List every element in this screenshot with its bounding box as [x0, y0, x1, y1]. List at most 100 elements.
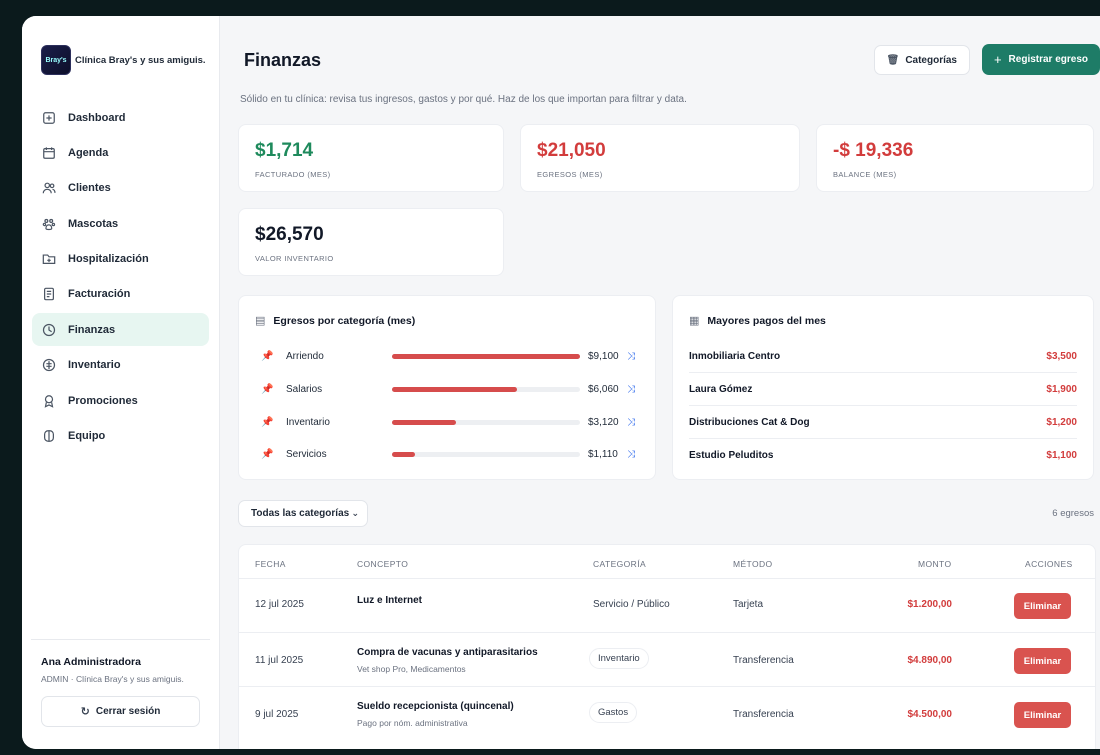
sidebar-item-facturacion[interactable]: Facturación [32, 278, 209, 311]
sidebar-nav: Dashboard Agenda Clientes Mascotas Hospi… [22, 101, 219, 453]
trend-icon: ⤨ [627, 383, 635, 395]
document-icon: ▤ [255, 315, 266, 327]
kpi-value: $1,714 [255, 140, 314, 161]
top-payments-panel: ▦ Mayores pagos del mes Inmobiliaria Cen… [672, 295, 1094, 480]
column-header-categoria[interactable]: CATEGORÍA [593, 559, 647, 569]
top-payment-row[interactable]: Distribuciones Cat & Dog $1,200 [689, 406, 1077, 439]
cell-categoria: Servicio / Público [593, 599, 670, 610]
category-bar [392, 386, 580, 392]
cell-concepto: Luz e Internet [357, 595, 423, 606]
category-name: Arriendo [286, 350, 324, 362]
top-payment-row[interactable]: Inmobiliaria Centro $3,500 [689, 340, 1077, 373]
payee-amount: $1,200 [1046, 416, 1077, 428]
kpi-value: $21,050 [537, 140, 606, 161]
sidebar-item-promociones[interactable]: Promociones [32, 384, 209, 417]
column-header-acciones: ACCIONES [1025, 559, 1073, 569]
sidebar-item-label: Clientes [68, 182, 111, 195]
table-row[interactable]: 11 jul 2025 Compra de vacunas y antipara… [239, 633, 1095, 687]
cell-metodo: Transferencia [733, 709, 794, 720]
category-bar-fill [392, 451, 415, 457]
category-bar [392, 451, 580, 457]
category-bar-fill [392, 419, 457, 425]
box-icon [42, 358, 56, 372]
user-role: ADMIN · Clínica Bray's y sus amiguis. [41, 674, 184, 684]
panel-title-text: Mayores pagos del mes [707, 314, 826, 327]
payee-name: Estudio Peluditos [689, 450, 774, 461]
sidebar: Bray's Clínica Bray's y sus amiguis. Das… [22, 16, 220, 749]
sidebar-item-label: Promociones [68, 394, 138, 407]
sidebar-item-agenda[interactable]: Agenda [32, 136, 209, 169]
categories-button[interactable]: 🗑 Categorías [873, 45, 970, 75]
divider [239, 578, 1095, 579]
kpi-label: BALANCE (MES) [833, 170, 897, 179]
delete-button[interactable]: Eliminar [1014, 648, 1071, 674]
top-payment-row[interactable]: Laura Gómez $1,900 [689, 373, 1077, 406]
page-title: Finanzas [244, 50, 322, 70]
sidebar-item-label: Dashboard [68, 111, 126, 124]
user-name: Ana Administradora [41, 656, 141, 668]
cell-fecha: 11 jul 2025 [255, 655, 304, 666]
receipt-icon [42, 287, 56, 301]
kpi-value: $26,570 [255, 224, 324, 245]
delete-button[interactable]: Eliminar [1014, 593, 1071, 619]
kpi-card-balance: -$ 19,336 BALANCE (MES) [816, 124, 1094, 192]
table-row[interactable]: 12 jul 2025 Luz e Internet Servicio / Pú… [239, 579, 1095, 633]
column-header-concepto[interactable]: CONCEPTO [357, 559, 409, 569]
sidebar-footer: Ana Administradora ADMIN · Clínica Bray'… [22, 639, 219, 749]
sidebar-item-label: Finanzas [68, 323, 116, 336]
cell-metodo: Transferencia [733, 655, 794, 666]
sidebar-item-label: Agenda [68, 146, 109, 159]
expenses-table: FECHA CONCEPTO CATEGORÍA MÉTODO MONTO AC… [238, 544, 1096, 749]
category-bar-fill [392, 353, 580, 359]
finance-icon [42, 323, 56, 337]
category-amount: $1,110 [588, 448, 618, 460]
cell-fecha: 12 jul 2025 [255, 599, 304, 610]
category-row: 📌 Arriendo $9,100 ⤨ [261, 348, 639, 364]
logout-label: Cerrar sesión [95, 706, 161, 717]
kpi-label: FACTURADO (MES) [255, 170, 331, 179]
cell-monto: $4.500,00 [907, 709, 953, 720]
category-row: 📌 Servicios $1,110 ⤨ [261, 446, 639, 462]
category-name: Servicios [286, 448, 327, 460]
sidebar-item-hospitalizacion[interactable]: Hospitalización [32, 243, 209, 276]
cell-concepto: Sueldo recepcionista (quincenal) [357, 701, 514, 712]
sidebar-item-clientes[interactable]: Clientes [32, 172, 209, 205]
category-name: Inventario [286, 416, 330, 428]
trend-icon: ⤨ [627, 448, 635, 460]
panel-title: ▦ Mayores pagos del mes [689, 314, 826, 328]
sidebar-item-inventario[interactable]: Inventario [32, 349, 209, 382]
pin-icon: 📌 [261, 416, 274, 428]
sidebar-item-label: Equipo [68, 430, 106, 443]
column-header-fecha[interactable]: FECHA [255, 559, 286, 569]
sidebar-item-label: Inventario [68, 359, 121, 372]
table-row[interactable]: 9 jul 2025 Sueldo recepcionista (quincen… [239, 687, 1095, 741]
panel-title-text: Egresos por categoría (mes) [273, 314, 416, 327]
column-header-monto[interactable]: MONTO [918, 559, 952, 569]
logout-button[interactable]: ↻ Cerrar sesión [41, 696, 200, 727]
sidebar-item-dashboard[interactable]: Dashboard [32, 101, 209, 134]
category-filter-select[interactable]: Todas las categorías ⌄ [238, 500, 368, 527]
pin-icon: 📌 [261, 448, 274, 460]
sidebar-item-label: Facturación [68, 288, 131, 301]
category-amount: $3,120 [588, 416, 619, 428]
team-icon [42, 429, 56, 443]
sidebar-item-label: Mascotas [68, 217, 119, 230]
sidebar-item-finanzas[interactable]: Finanzas [32, 313, 209, 347]
pin-icon: 📌 [261, 350, 274, 362]
page-subtitle: Sólido en tu clínica: revisa tus ingreso… [240, 94, 687, 105]
brand-name: Clínica Bray's y sus amiguis. [75, 54, 206, 66]
category-bar [392, 353, 580, 359]
payee-amount: $1,900 [1046, 383, 1077, 395]
brand[interactable]: Bray's Clínica Bray's y sus amiguis. [22, 16, 219, 84]
category-bar-fill [392, 386, 518, 392]
column-header-metodo[interactable]: MÉTODO [733, 559, 773, 569]
expense-count: 6 egresos [1052, 508, 1094, 519]
cell-fecha: 9 jul 2025 [255, 709, 299, 720]
chevron-down-icon: ⌄ [351, 508, 359, 518]
top-payment-row[interactable]: Estudio Peluditos $1,100 [689, 439, 1077, 472]
register-expense-button[interactable]: + Registrar egreso [982, 44, 1100, 75]
sidebar-item-mascotas[interactable]: Mascotas [32, 207, 209, 240]
sidebar-item-equipo[interactable]: Equipo [32, 420, 209, 453]
cell-monto: $1.200,00 [907, 599, 953, 610]
delete-button[interactable]: Eliminar [1014, 702, 1071, 728]
